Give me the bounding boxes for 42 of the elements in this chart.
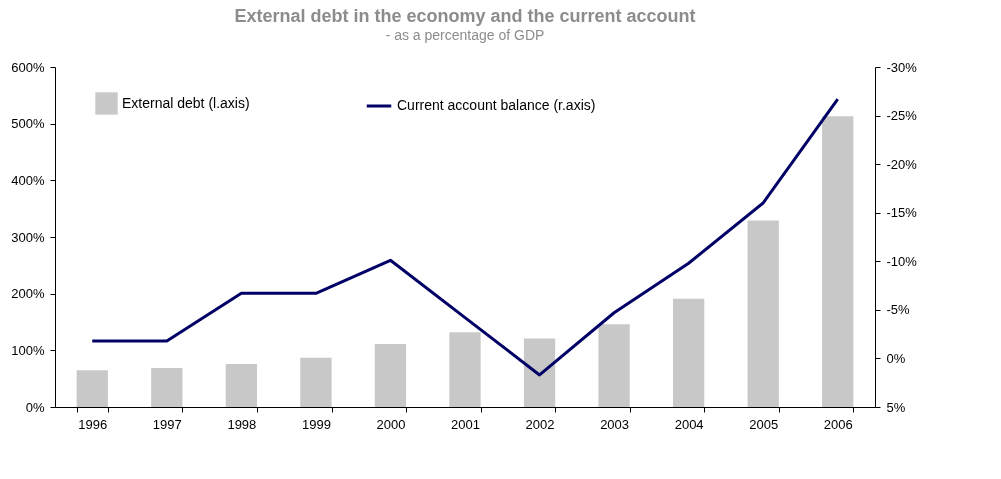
y-tick-label: 0% (25, 399, 45, 415)
y-tick-label: 200% (11, 286, 45, 302)
x-tick-label: 2003 (600, 416, 630, 432)
x-tick-label: 2005 (749, 416, 779, 432)
y2-tick-label: -20% (886, 156, 918, 172)
x-tick-label: 1996 (78, 416, 108, 432)
line-series (90, 97, 840, 377)
bar (225, 363, 258, 407)
bar (672, 298, 705, 407)
bar (300, 357, 332, 407)
bar (449, 332, 481, 407)
bar (151, 367, 183, 407)
y-tick-label: 300% (11, 229, 45, 245)
y2-tick-label: 0% (886, 350, 906, 366)
x-tick-label: 1999 (301, 416, 331, 432)
y2-tick-label: -10% (886, 253, 918, 269)
bar (822, 116, 854, 407)
bar (523, 338, 556, 407)
y-tick-label: 400% (11, 172, 45, 188)
x-tick-label: 2004 (674, 416, 704, 432)
y-tick-label: 100% (11, 342, 45, 358)
chart-subtitle: - as a percentage of GDP (385, 27, 545, 43)
x-tick-label: 1998 (227, 416, 257, 432)
bar (76, 370, 108, 407)
y2-tick-label: -15% (886, 205, 918, 221)
x-tick-label: 2006 (823, 416, 853, 432)
legend-label: External debt (l.axis) (122, 94, 250, 111)
y-tick-label: 600% (11, 59, 45, 75)
x-tick-label: 1997 (152, 416, 182, 432)
y2-tick-label: 5% (886, 399, 906, 415)
y2-tick-label: -5% (886, 302, 911, 318)
x-tick-label: 2001 (451, 416, 480, 432)
chart-title: External debt in the economy and the current account (234, 6, 696, 26)
y2-tick-label: -25% (886, 108, 918, 124)
bar (374, 344, 407, 407)
bar (598, 324, 630, 407)
legend-label: Current account balance (r.axis) (397, 97, 596, 113)
x-tick-label: 2000 (376, 416, 406, 432)
x-tick-label: 2002 (525, 416, 555, 432)
bar (747, 220, 779, 407)
y-tick-label: 500% (11, 116, 45, 132)
y2-tick-label: -30% (886, 59, 918, 75)
